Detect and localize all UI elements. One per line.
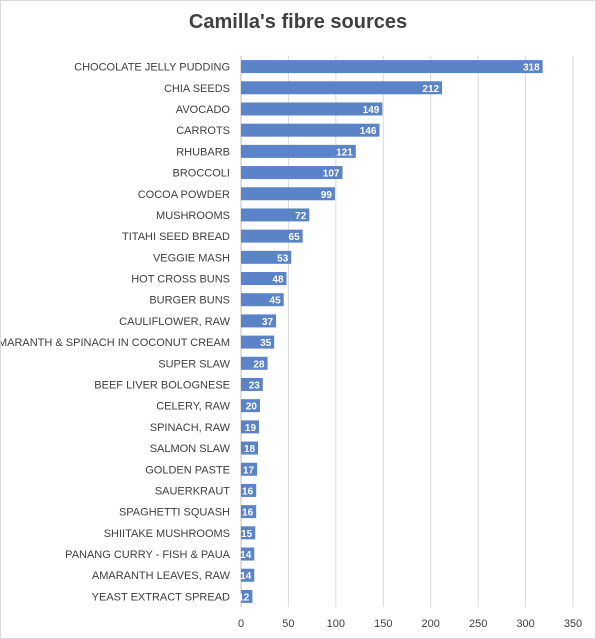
category-label: BROCCOLI — [173, 168, 230, 180]
category-label: SAUERKRAUT — [155, 485, 230, 497]
data-label: 12 — [238, 592, 250, 603]
data-label: 72 — [295, 211, 307, 222]
bar — [241, 462, 258, 476]
bar — [241, 399, 260, 413]
data-label: 107 — [323, 169, 340, 180]
data-label: 15 — [241, 529, 253, 540]
category-label: COCOA POWDER — [138, 189, 230, 201]
category-label: TITAHI SEED BREAD — [122, 231, 230, 243]
data-label: 146 — [360, 126, 377, 137]
category-label: HOT CROSS BUNS — [131, 274, 230, 286]
x-tick-label: 200 — [422, 618, 440, 630]
category-label: AVOCADO — [176, 104, 231, 116]
category-label: MUSHROOMS — [156, 210, 230, 222]
bar — [241, 526, 256, 540]
bar — [241, 441, 259, 455]
category-label: CHOCOLATE JELLY PUDDING — [74, 62, 230, 74]
category-label: CARROTS — [176, 125, 230, 137]
bar — [241, 144, 356, 158]
data-label: 121 — [336, 147, 353, 158]
data-label: 318 — [523, 63, 540, 74]
category-label: SPINACH, RAW — [150, 422, 231, 434]
data-label: 17 — [243, 465, 255, 476]
x-tick-label: 250 — [469, 618, 487, 630]
data-label: 19 — [245, 423, 257, 434]
category-label: PANANG CURRY - FISH & PAUA — [65, 549, 230, 561]
category-label: AMARANTH LEAVES, RAW — [92, 570, 231, 582]
data-label: 99 — [321, 190, 333, 201]
data-label: 14 — [240, 571, 252, 582]
bar — [241, 377, 263, 391]
category-label: CELERY, RAW — [156, 401, 230, 413]
data-label: 16 — [242, 508, 254, 519]
bar — [241, 166, 343, 180]
data-label: 20 — [246, 402, 258, 413]
bar — [241, 483, 257, 497]
category-label: RHUBARB — [176, 146, 230, 158]
bar — [241, 335, 275, 349]
bar — [241, 81, 443, 95]
data-label: 37 — [262, 317, 274, 328]
category-label: SPAGHETTI SQUASH — [119, 507, 230, 519]
x-tick-label: 150 — [374, 618, 392, 630]
x-tick-label: 100 — [327, 618, 345, 630]
bar — [241, 229, 303, 243]
bar — [241, 505, 257, 519]
data-label: 45 — [270, 296, 282, 307]
x-tick-label: 50 — [282, 618, 294, 630]
bar — [241, 314, 277, 328]
data-label: 53 — [277, 253, 289, 264]
category-label: CHIA SEEDS — [164, 83, 230, 95]
data-label: 18 — [244, 444, 256, 455]
x-tick-label: 0 — [238, 618, 244, 630]
category-label: GOLDEN PASTE — [145, 464, 230, 476]
x-tick-label: 350 — [564, 618, 582, 630]
chart-title: Camilla's fibre sources — [188, 11, 408, 33]
bar — [241, 123, 380, 137]
bar — [241, 568, 255, 582]
data-label: 65 — [289, 232, 301, 243]
category-label: BURGER BUNS — [149, 295, 230, 307]
bar — [241, 356, 268, 370]
bar — [241, 208, 310, 222]
bar — [241, 60, 543, 74]
category-label: SHIITAKE MUSHROOMS — [104, 528, 230, 540]
category-label: SUPER SLAW — [158, 358, 230, 370]
data-label: 16 — [242, 486, 254, 497]
category-label: YEAST EXTRACT SPREAD — [92, 591, 230, 603]
x-tick-label: 300 — [516, 618, 534, 630]
bar — [241, 420, 260, 434]
bar — [241, 272, 287, 286]
bar — [241, 293, 284, 307]
data-label: 14 — [240, 550, 252, 561]
data-label: 48 — [272, 275, 284, 286]
category-label: SALMON SLAW — [150, 443, 231, 455]
category-label: VEGGIE MASH — [153, 252, 230, 264]
data-label: 35 — [260, 338, 272, 349]
category-label: BEEF LIVER BOLOGNESE — [94, 379, 230, 391]
data-label: 23 — [249, 380, 261, 391]
data-label: 28 — [253, 359, 265, 370]
data-label: 149 — [363, 105, 380, 116]
category-label: CAULIFLOWER, RAW — [119, 316, 230, 328]
category-label: AMARANTH & SPINACH IN COCONUT CREAM — [1, 337, 230, 349]
bar — [241, 187, 335, 201]
bar — [241, 547, 255, 561]
bar — [241, 589, 253, 603]
bar — [241, 250, 292, 264]
bar — [241, 102, 383, 116]
data-label: 212 — [422, 84, 439, 95]
